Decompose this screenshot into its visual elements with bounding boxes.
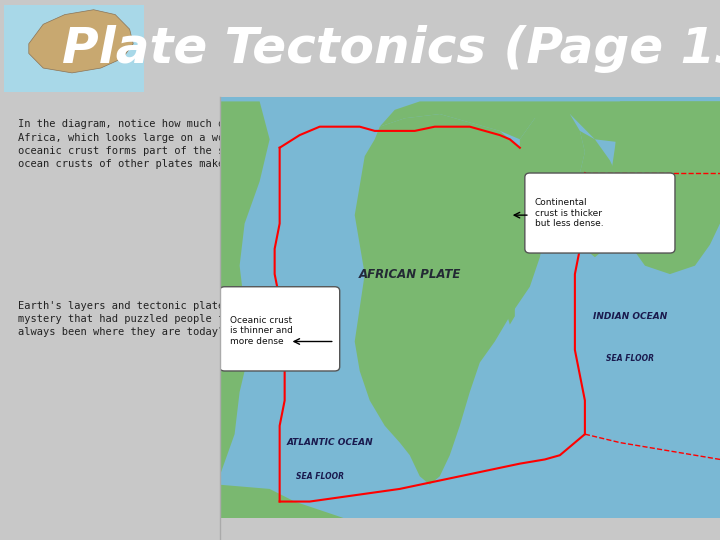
Text: continental and oceanic crust.: continental and oceanic crust. bbox=[492, 161, 703, 176]
Polygon shape bbox=[355, 114, 545, 485]
Polygon shape bbox=[379, 102, 720, 144]
FancyBboxPatch shape bbox=[4, 5, 144, 92]
Polygon shape bbox=[505, 287, 515, 325]
Text: Oceanic crust
is thinner and
more dense: Oceanic crust is thinner and more dense bbox=[230, 316, 292, 346]
Polygon shape bbox=[520, 110, 585, 194]
Text: African Plate: African Plate bbox=[230, 114, 341, 129]
Text: ATLANTIC OCEAN: ATLANTIC OCEAN bbox=[287, 438, 373, 447]
Text: AFRICAN PLATE: AFRICAN PLATE bbox=[359, 268, 461, 281]
Text: Plate Tectonics (Page 13): Plate Tectonics (Page 13) bbox=[62, 25, 720, 72]
Text: INDIAN OCEAN: INDIAN OCEAN bbox=[593, 312, 667, 321]
FancyBboxPatch shape bbox=[215, 93, 384, 155]
Text: Continental
crust is thicker
but less dense.: Continental crust is thicker but less de… bbox=[535, 198, 603, 228]
Polygon shape bbox=[220, 102, 269, 476]
Polygon shape bbox=[565, 131, 620, 257]
FancyBboxPatch shape bbox=[525, 173, 675, 253]
Text: Most tectonic plates have both: Most tectonic plates have both bbox=[230, 161, 478, 176]
Text: SEA FLOOR: SEA FLOOR bbox=[606, 354, 654, 363]
Polygon shape bbox=[29, 10, 133, 73]
Text: SEA FLOOR: SEA FLOOR bbox=[296, 472, 343, 481]
Text: Earth's layers and tectonic plates are two of the most important discoveries in : Earth's layers and tectonic plates are t… bbox=[17, 301, 699, 338]
Polygon shape bbox=[220, 485, 345, 518]
Polygon shape bbox=[610, 102, 720, 274]
FancyBboxPatch shape bbox=[220, 287, 340, 371]
Text: In the diagram, notice how much of the African Plate, shaded darker blue, lies u: In the diagram, notice how much of the A… bbox=[17, 119, 699, 169]
